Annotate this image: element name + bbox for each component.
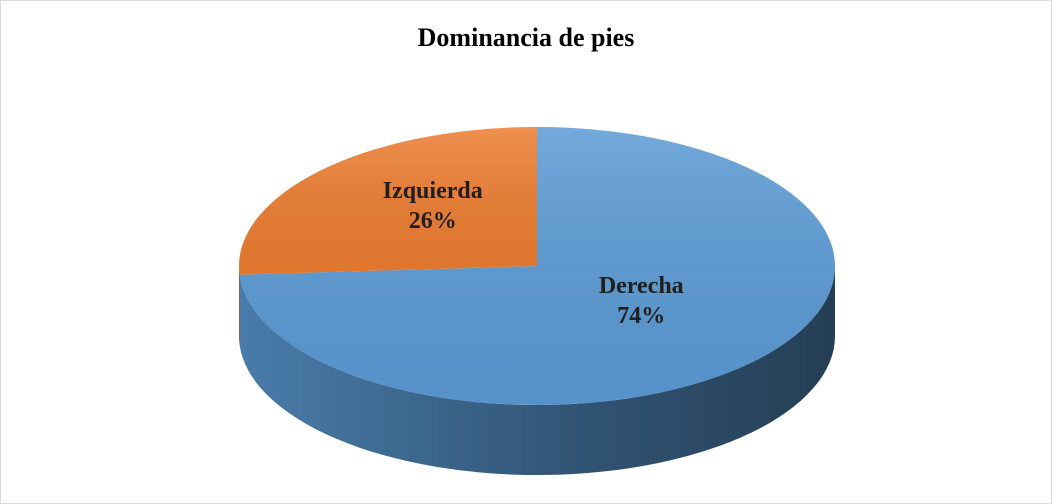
side-shade: [239, 266, 836, 475]
slice-gloss: [239, 127, 537, 275]
slice-label: Izquierda: [383, 178, 483, 204]
chart-title: Dominancia de pies: [418, 23, 635, 52]
slice-value-label: 26%: [409, 208, 457, 234]
slice-value-label: 74%: [617, 303, 665, 329]
side-shade: [239, 266, 240, 345]
slice-gloss: [239, 127, 836, 405]
slice-label: Derecha: [599, 273, 684, 299]
